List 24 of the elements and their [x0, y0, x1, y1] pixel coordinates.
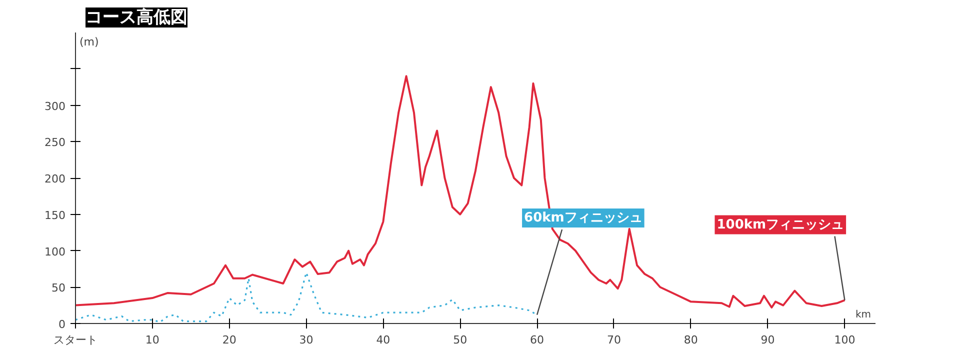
y-tick-label: 150	[44, 208, 66, 222]
x-tick-label: 100	[834, 334, 856, 346]
y-tick-label: 200	[44, 172, 66, 186]
y-axis-title: (m)	[80, 36, 99, 48]
x-tick-label: 30	[299, 334, 314, 346]
x-tick-label: 20	[222, 334, 236, 346]
x-tick-label: 70	[606, 334, 621, 346]
annotation: 60kmフィニッシュ	[524, 210, 642, 226]
y-tick-label: 50	[52, 282, 66, 295]
x-tick-label: 90	[760, 334, 775, 346]
x-tick-label: スタート	[54, 334, 98, 346]
line-series	[76, 75, 846, 308]
y-tick-label: 100	[44, 245, 66, 258]
y-tick-label: 250	[44, 136, 66, 150]
chart-title: コース高低図	[86, 8, 188, 28]
y-tick-label: 300	[44, 100, 66, 113]
y-tick-label: 0	[58, 318, 66, 331]
x-tick-label: 80	[684, 334, 698, 346]
x-tick-label: 50	[453, 334, 468, 346]
x-tick-label: 10	[145, 334, 160, 346]
annotation: 100kmフィニッシュ	[716, 217, 844, 232]
x-axis-title: km	[856, 310, 872, 320]
x-tick-label: 40	[376, 334, 390, 346]
x-tick-label: 60	[530, 334, 544, 346]
